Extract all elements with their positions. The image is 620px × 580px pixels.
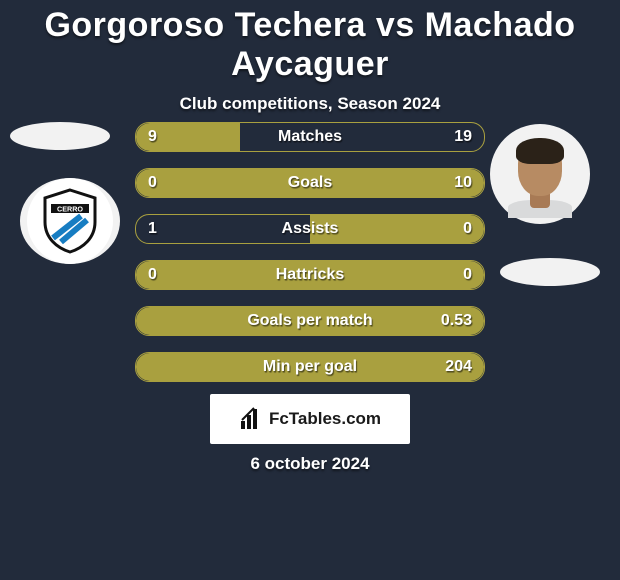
stat-value-left: 0 [148, 169, 157, 197]
stat-row: Matches9 19 [135, 122, 485, 152]
stat-value-right: 0.53 [441, 307, 472, 335]
stat-value-right: 0 [463, 215, 472, 243]
bar-chart-icon [239, 407, 263, 431]
stat-row: Goals0 10 [135, 168, 485, 198]
stat-value-right: 10 [454, 169, 472, 197]
stat-label: Assists [136, 215, 484, 243]
stat-label: Goals per match [136, 307, 484, 335]
source-attribution: FcTables.com [210, 394, 410, 444]
stat-row: Assists1 0 [135, 214, 485, 244]
left-player-avatar [10, 122, 110, 150]
club-badge-icon: CERRO [27, 178, 113, 264]
attribution-text: FcTables.com [269, 409, 381, 429]
comparison-stats: Matches919Goals010Assists10Hattricks00Go… [135, 122, 485, 398]
stat-value-right: 204 [445, 353, 472, 381]
stat-label: Matches [136, 123, 484, 151]
stat-value-left: 1 [148, 215, 157, 243]
stat-value-left: 9 [148, 123, 157, 151]
stat-label: Min per goal [136, 353, 484, 381]
footer-date: 6 october 2024 [0, 454, 620, 474]
stat-row: Goals per match0.53 [135, 306, 485, 336]
stat-value-right: 19 [454, 123, 472, 151]
stat-row: Min per goal204 [135, 352, 485, 382]
left-club-badge: CERRO [20, 178, 120, 264]
stat-label: Goals [136, 169, 484, 197]
page-subtitle: Club competitions, Season 2024 [0, 94, 620, 114]
stat-value-left: 0 [148, 261, 157, 289]
page-title: Gorgoroso Techera vs Machado Aycaguer [0, 0, 620, 84]
right-club-badge [500, 258, 600, 286]
stat-value-right: 0 [463, 261, 472, 289]
club-badge-text: CERRO [57, 205, 83, 214]
right-player-avatar [490, 124, 590, 224]
stat-label: Hattricks [136, 261, 484, 289]
portrait-icon [505, 134, 575, 214]
stat-row: Hattricks0 0 [135, 260, 485, 290]
